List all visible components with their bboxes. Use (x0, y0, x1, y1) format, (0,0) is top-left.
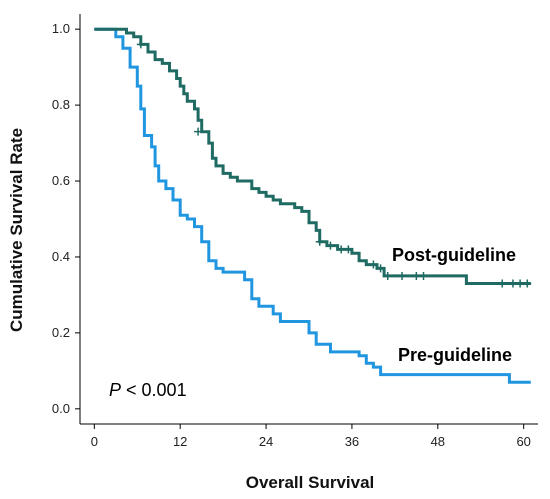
y-tick-label: 0.8 (52, 97, 70, 112)
x-axis-title: Overall Survival (246, 473, 375, 492)
censor-mark-post-guideline (498, 279, 507, 288)
censor-mark-post-guideline (344, 245, 353, 254)
x-tick-label: 0 (91, 434, 98, 449)
censor-mark-post-guideline (516, 279, 525, 288)
censor-mark-post-guideline (383, 271, 392, 280)
x-tick-label: 24 (259, 434, 273, 449)
series-layer (94, 27, 532, 384)
p-value-annotation: P < 0.001 (109, 380, 187, 400)
y-axis-title: Cumulative Survival Rate (7, 128, 26, 332)
censor-mark-post-guideline (369, 260, 378, 269)
y-tick-label: 0.2 (52, 325, 70, 340)
x-tick-label: 36 (345, 434, 359, 449)
p-value-text: < 0.001 (121, 380, 187, 400)
p-value-symbol: P (109, 380, 121, 400)
axes (79, 14, 538, 425)
censor-mark-post-guideline (398, 271, 407, 280)
censor-mark-post-guideline (194, 127, 203, 136)
x-tick-label: 48 (431, 434, 445, 449)
censor-mark-post-guideline (523, 279, 532, 288)
x-tick-label: 12 (173, 434, 187, 449)
series-label-post-guideline: Post-guideline (392, 245, 516, 265)
x-ticks: 0 12 24 36 48 60 (91, 424, 531, 449)
y-tick-label: 0.0 (52, 401, 70, 416)
x-tick-label: 60 (516, 434, 530, 449)
censor-mark-post-guideline (136, 40, 145, 49)
censor-mark-post-guideline (412, 271, 421, 280)
censor-mark-post-guideline (315, 237, 324, 246)
y-tick-label: 0.4 (52, 249, 70, 264)
series-label-pre-guideline: Pre-guideline (398, 345, 512, 365)
series-line-pre-guideline (94, 27, 531, 384)
censor-mark-post-guideline (326, 241, 335, 250)
censor-mark-post-guideline (508, 279, 517, 288)
censor-mark-post-guideline (419, 271, 428, 280)
y-tick-label: 0.6 (52, 173, 70, 188)
y-tick-label: 1.0 (52, 21, 70, 36)
censor-mark-post-guideline (337, 245, 346, 254)
y-ticks: 0.0 0.2 0.4 0.6 0.8 1.0 (52, 21, 80, 416)
censor-mark-post-guideline (376, 264, 385, 273)
